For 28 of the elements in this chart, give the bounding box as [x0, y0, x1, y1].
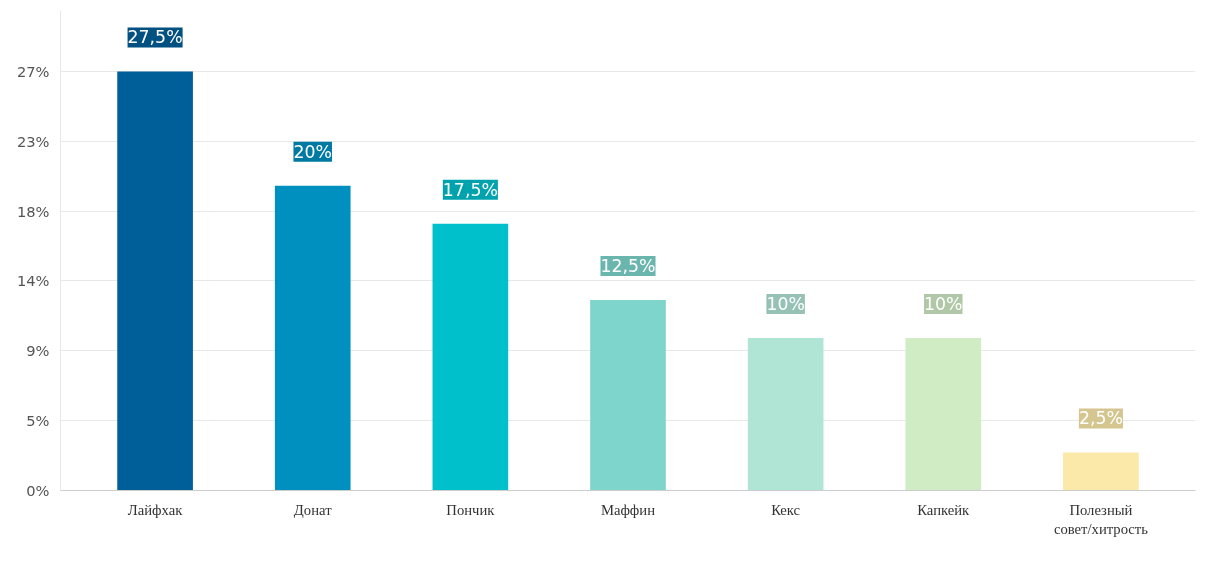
- x-tick-label: Пончик: [446, 501, 496, 518]
- data-label: 20%: [293, 141, 332, 162]
- data-label: 10%: [766, 294, 805, 315]
- y-tick-label: 27%: [16, 62, 50, 80]
- bar: [747, 338, 824, 491]
- y-tick-label: 0%: [26, 482, 50, 499]
- data-label: 12,5%: [600, 256, 656, 277]
- bar: [1063, 452, 1139, 491]
- y-tick-label: 23%: [16, 132, 50, 150]
- data-label: 10%: [924, 294, 963, 315]
- x-tick-label: Кекс: [771, 501, 801, 518]
- y-tick-label: 18%: [16, 202, 50, 220]
- x-tick-label: Капкейк: [917, 501, 971, 518]
- y-tick-label: 9%: [26, 342, 50, 360]
- y-tick-label: 14%: [16, 272, 50, 290]
- x-tick-label: Маффин: [600, 501, 656, 518]
- bar: [117, 71, 193, 491]
- x-tick-label: Донат: [293, 501, 333, 518]
- y-tick-label: 5%: [26, 412, 50, 430]
- bar: [274, 185, 351, 491]
- bar: [905, 338, 982, 491]
- x-tick-label: Полезный совет/хитрость: [1053, 501, 1149, 537]
- bar: [432, 223, 509, 491]
- data-label: 27,5%: [127, 27, 183, 48]
- x-tick-label: Лайфхак: [127, 501, 184, 518]
- data-label: 2,5%: [1078, 408, 1123, 429]
- data-label: 17,5%: [442, 179, 498, 200]
- bar: [590, 300, 666, 491]
